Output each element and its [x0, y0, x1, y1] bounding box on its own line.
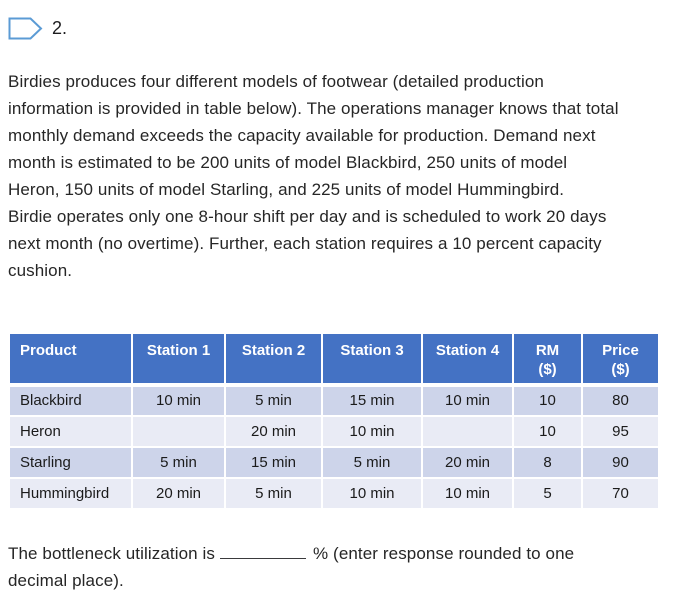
- answer-blank[interactable]: [220, 545, 307, 559]
- problem-line: information is provided in table below).…: [8, 99, 619, 118]
- production-table: Product Station 1 Station 2 Station 3 St…: [8, 332, 660, 510]
- header-product: Product: [8, 332, 133, 387]
- problem-line: Heron, 150 units of model Starling, and …: [8, 180, 565, 199]
- prompt-line-1: The bottleneck utilization is % (enter re…: [8, 540, 692, 567]
- cell-price: 80: [581, 384, 660, 417]
- table-header-row: Product Station 1 Station 2 Station 3 St…: [8, 332, 660, 387]
- header-station-3: Station 3: [321, 332, 423, 387]
- cell-station1: 20 min: [131, 477, 226, 510]
- question-flag-icon: [8, 17, 43, 40]
- cell-station2: 5 min: [224, 384, 323, 417]
- header-label: RM: [535, 342, 560, 359]
- problem-line: Birdies produces four different models o…: [8, 72, 544, 91]
- cell-product: Heron: [8, 415, 133, 448]
- table-row-blackbird: Blackbird 10 min 5 min 15 min 10 min 10 …: [8, 384, 660, 417]
- header-label: Station 3: [340, 342, 404, 359]
- question-marker-row: 2.: [8, 17, 692, 40]
- cell-price: 70: [581, 477, 660, 510]
- cell-station3: 10 min: [321, 477, 423, 510]
- cell-station4: 20 min: [421, 446, 514, 479]
- header-rm: RM ($): [512, 332, 583, 387]
- header-sublabel: ($): [611, 361, 630, 378]
- cell-rm: 10: [512, 415, 583, 448]
- header-label: Station 2: [241, 342, 306, 359]
- cell-station1: 10 min: [131, 384, 226, 417]
- cell-station3: 5 min: [321, 446, 423, 479]
- problem-line: cushion.: [8, 261, 73, 280]
- header-label: Station 1: [146, 342, 211, 359]
- cell-price: 95: [581, 415, 660, 448]
- cell-product: Starling: [8, 446, 133, 479]
- header-sublabel: ($): [538, 361, 557, 378]
- table-row-heron: Heron 20 min 10 min 10 95: [8, 415, 660, 448]
- cell-rm: 8: [512, 446, 583, 479]
- problem-line: Birdie operates only one 8-hour shift pe…: [8, 207, 607, 226]
- table-row-hummingbird: Hummingbird 20 min 5 min 10 min 10 min 5…: [8, 477, 660, 510]
- cell-product: Hummingbird: [8, 477, 133, 510]
- header-station-1: Station 1: [131, 332, 226, 387]
- header-label: Station 4: [435, 342, 500, 359]
- cell-product: Blackbird: [8, 384, 133, 417]
- problem-line: month is estimated to be 200 units of mo…: [8, 153, 568, 172]
- table-row-starling: Starling 5 min 15 min 5 min 20 min 8 90: [8, 446, 660, 479]
- header-label: Price: [602, 342, 639, 359]
- header-station-2: Station 2: [224, 332, 323, 387]
- prompt-line-2: decimal place).: [8, 571, 124, 590]
- prompt-text-after: % (enter response rounded to one: [313, 544, 575, 563]
- problem-line: monthly demand exceeds the capacity avai…: [8, 126, 596, 145]
- cell-rm: 10: [512, 384, 583, 417]
- header-price: Price ($): [581, 332, 660, 387]
- problem-statement: Birdies produces four different models o…: [8, 68, 692, 284]
- answer-prompt: The bottleneck utilization is % (enter re…: [8, 540, 692, 594]
- question-page: 2. Birdies produces four different model…: [8, 17, 692, 594]
- cell-station4: [421, 415, 514, 448]
- cell-rm: 5: [512, 477, 583, 510]
- question-number: 2.: [52, 18, 68, 38]
- cell-price: 90: [581, 446, 660, 479]
- cell-station3: 15 min: [321, 384, 423, 417]
- cell-station3: 10 min: [321, 415, 423, 448]
- cell-station2: 5 min: [224, 477, 323, 510]
- cell-station2: 15 min: [224, 446, 323, 479]
- header-station-4: Station 4: [421, 332, 514, 387]
- cell-station4: 10 min: [421, 384, 514, 417]
- cell-station2: 20 min: [224, 415, 323, 448]
- prompt-text-before: The bottleneck utilization is: [8, 544, 216, 563]
- problem-line: next month (no overtime). Further, each …: [8, 234, 602, 253]
- cell-station4: 10 min: [421, 477, 514, 510]
- cell-station1: [131, 415, 226, 448]
- cell-station1: 5 min: [131, 446, 226, 479]
- header-label: Product: [20, 342, 77, 359]
